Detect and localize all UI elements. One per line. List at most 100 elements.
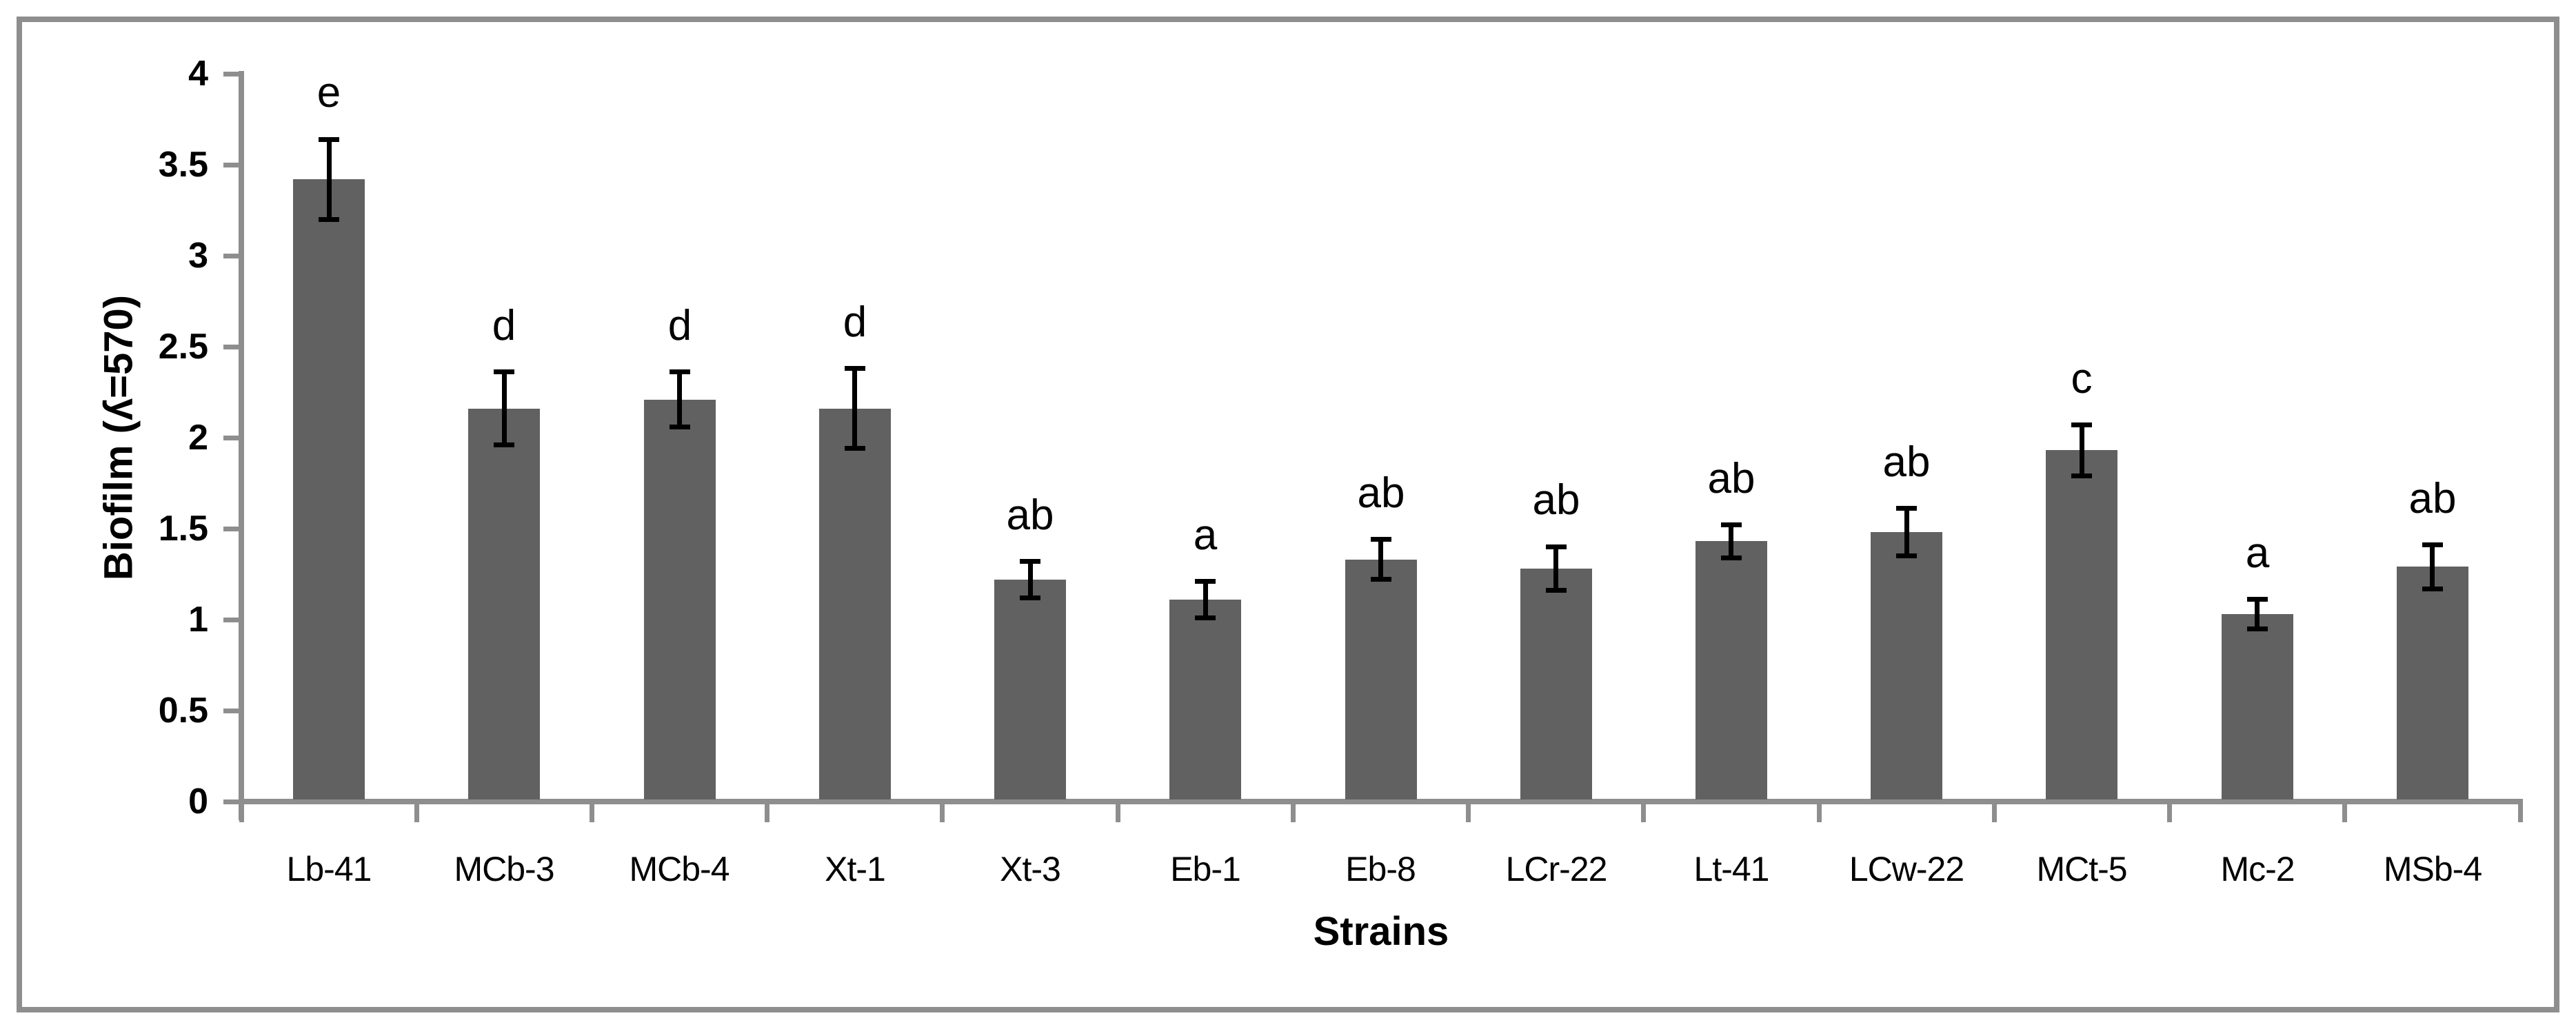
x-tick [2167, 804, 2172, 822]
y-tick-label: 3 [188, 236, 208, 276]
y-tick [223, 799, 239, 804]
bar [2046, 450, 2117, 799]
error-bar-line [327, 139, 332, 219]
x-tick [1116, 804, 1120, 822]
error-bar-cap-bottom [1546, 588, 1567, 593]
error-bar-line [677, 372, 682, 427]
error-bar-cap-top [670, 369, 690, 374]
y-tick-label: 0 [188, 782, 208, 822]
error-bar-cap-top [1721, 522, 1742, 527]
error-bar-cap-top [2422, 542, 2443, 547]
x-tick-label: Xt-1 [825, 850, 886, 888]
x-tick-label: MCb-3 [454, 850, 554, 888]
y-tick [223, 345, 239, 349]
x-axis-line [239, 799, 2523, 804]
error-bar-line [2430, 545, 2435, 589]
sig-letter: ab [1532, 476, 1580, 524]
bar [644, 400, 716, 799]
bar [1520, 569, 1592, 799]
y-tick-label: 1 [188, 600, 208, 640]
y-tick [223, 618, 239, 622]
error-bar-cap-bottom [1721, 556, 1742, 560]
y-tick-label: 1.5 [158, 509, 208, 549]
sig-letter: a [1193, 511, 1218, 559]
bar [1695, 541, 1767, 799]
bar [994, 580, 1066, 799]
sig-letter: ab [2408, 475, 2457, 522]
y-tick-label: 2.5 [158, 327, 208, 367]
error-bar-line [852, 369, 857, 449]
x-tick-label: Lb-41 [286, 850, 372, 888]
x-tick [1641, 804, 1646, 822]
x-axis-title: Strains [1313, 909, 1449, 954]
error-bar-cap-bottom [1896, 553, 1917, 558]
error-bar-cap-top [2247, 597, 2268, 602]
bar [2222, 614, 2293, 799]
sig-letter: ab [1882, 438, 1931, 486]
bar [293, 179, 365, 799]
sig-letter: ab [1357, 469, 1405, 517]
y-tick [223, 72, 239, 77]
error-bar-cap-bottom [845, 446, 865, 451]
y-axis-line [239, 71, 244, 820]
x-tick [1992, 804, 1997, 822]
error-bar-cap-bottom [1020, 595, 1040, 600]
sig-letter: d [492, 302, 516, 349]
x-tick [2342, 804, 2347, 822]
error-bar-line [502, 372, 507, 445]
error-bar-line [1028, 562, 1033, 598]
error-bar-cap-bottom [319, 217, 339, 222]
x-tick-label: MCt-5 [2036, 850, 2127, 888]
x-tick-label: LCr-22 [1505, 850, 1608, 888]
error-bar-cap-top [1546, 544, 1567, 549]
x-tick [590, 804, 594, 822]
y-tick-label: 0.5 [158, 691, 208, 731]
y-tick [223, 254, 239, 258]
sig-letter: a [2245, 529, 2270, 577]
error-bar-line [1729, 525, 1733, 558]
sig-letter: e [316, 69, 341, 116]
x-tick-label: MCb-4 [629, 850, 729, 888]
x-tick [1291, 804, 1296, 822]
x-tick-label: Mc-2 [2220, 850, 2295, 888]
bar [1345, 560, 1417, 799]
bar [2397, 567, 2468, 799]
error-bar-cap-top [1195, 579, 1216, 584]
error-bar-cap-bottom [1195, 615, 1216, 620]
error-bar-line [1904, 509, 1909, 556]
error-bar-cap-bottom [494, 442, 514, 447]
error-bar-cap-top [494, 369, 514, 374]
x-tick [765, 804, 769, 822]
y-tick-label: 3.5 [158, 145, 208, 185]
bar [468, 409, 540, 799]
figure-border [17, 17, 2559, 1012]
bar [819, 409, 891, 799]
sig-letter: d [843, 298, 867, 346]
x-tick-label: Eb-8 [1345, 850, 1416, 888]
y-axis-title: Biofilm (ʎ=570) [96, 294, 141, 581]
bar [1169, 600, 1241, 799]
error-bar-line [2080, 425, 2084, 476]
error-bar-cap-top [1896, 506, 1917, 511]
error-bar-cap-bottom [670, 425, 690, 429]
x-tick [940, 804, 945, 822]
error-bar-cap-bottom [2071, 473, 2092, 478]
x-tick [1817, 804, 1822, 822]
y-tick [223, 436, 239, 440]
error-bar-cap-top [845, 366, 865, 371]
x-tick [239, 804, 244, 822]
error-bar-line [1553, 547, 1558, 590]
y-tick-label: 2 [188, 418, 208, 458]
x-tick-label: Xt-3 [1000, 850, 1061, 888]
error-bar-cap-top [2071, 422, 2092, 427]
error-bar-line [1378, 540, 1383, 580]
x-tick [2518, 804, 2523, 822]
error-bar-cap-bottom [2422, 587, 2443, 591]
x-tick-label: Eb-1 [1170, 850, 1241, 888]
sig-letter: ab [1707, 455, 1755, 502]
error-bar-cap-bottom [2247, 626, 2268, 631]
error-bar-line [2255, 600, 2260, 629]
error-bar-cap-top [1020, 559, 1040, 564]
